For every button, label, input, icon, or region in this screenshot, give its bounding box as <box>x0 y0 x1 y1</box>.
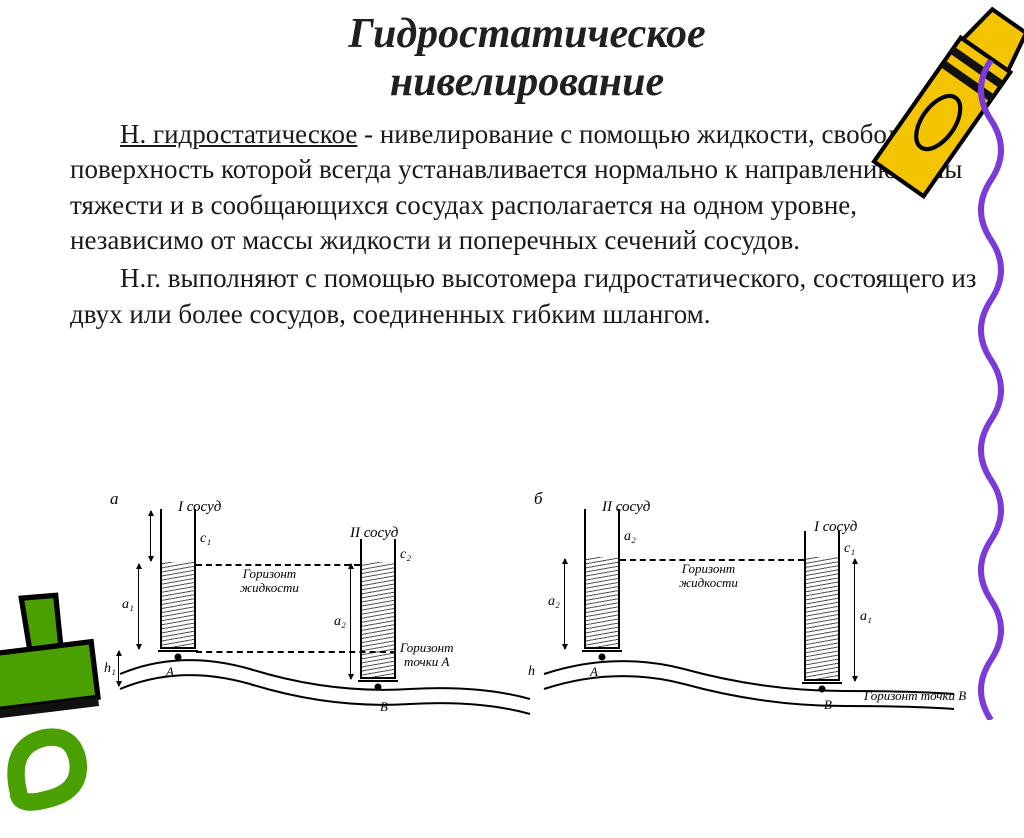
vessel-1b-label: I сосуд <box>814 519 857 536</box>
slide: Гидростатическое нивелирование Н. гидрос… <box>0 0 1024 767</box>
dim-h1-line <box>118 651 119 686</box>
dim-h1: h₁ <box>104 661 116 677</box>
defined-term: Н. гидростатическое <box>120 119 357 149</box>
ground-a <box>100 639 540 739</box>
point-A-a: A <box>166 664 174 680</box>
dim-c2: c₂ <box>400 547 411 563</box>
dim-a2-a: a₂ <box>334 614 346 630</box>
point-horizon-label-b: Горизонт точки B <box>864 689 966 703</box>
panel-label-b: б <box>534 489 543 509</box>
dim-c1-line <box>150 511 151 561</box>
title-line-1: Гидростатическое <box>348 11 705 57</box>
dim-a2-top: a₂ <box>624 529 636 545</box>
vessel-2b-label: II сосуд <box>602 499 650 516</box>
liquid-horizon-label-a: Горизонт жидкости <box>240 567 299 594</box>
vessel-1a-label: I сосуд <box>178 499 221 516</box>
vessel-2b <box>584 509 620 649</box>
diagram-panel-a: а I сосуд c₁ a₁ II сосуд c₂ a₂ Горизонт … <box>100 489 540 739</box>
slide-title: Гидростатическое нивелирование <box>70 10 984 107</box>
dim-a1-line <box>138 564 139 649</box>
dim-h: h <box>528 664 535 680</box>
dim-a1-a: a₁ <box>122 597 134 613</box>
dim-c1-b: c₁ <box>844 541 855 557</box>
squiggle-icon <box>966 60 1016 720</box>
diagram-area: а I сосуд c₁ a₁ II сосуд c₂ a₂ Горизонт … <box>100 489 964 749</box>
water-2b <box>586 557 618 647</box>
dim-a2-b: a₂ <box>548 594 560 610</box>
dim-c1: c₁ <box>200 531 211 547</box>
liquid-horizon-label-b: Горизонт жидкости <box>679 562 738 589</box>
panel-label-a: а <box>110 489 119 509</box>
diagram-panel-b: б II сосуд a₂ a₂ I сосуд c₁ a₁ Горизонт … <box>524 489 964 739</box>
point-B-a: B <box>380 699 388 715</box>
title-line-2: нивелирование <box>390 59 664 105</box>
point-horizon-label-a: Горизонт точки A <box>400 641 453 668</box>
vessel-2a-label: II сосуд <box>350 525 398 542</box>
point-B-b: B <box>824 697 832 713</box>
vessel-1a <box>160 509 196 649</box>
dim-a2b-line <box>564 559 565 649</box>
water-1a <box>162 562 194 647</box>
dim-a1-b: a₁ <box>860 609 872 625</box>
paragraph-2: Н.г. выполняют с помощью высотомера гидр… <box>70 261 984 332</box>
point-A-b: A <box>590 664 598 680</box>
point-horizon-a <box>196 651 396 653</box>
